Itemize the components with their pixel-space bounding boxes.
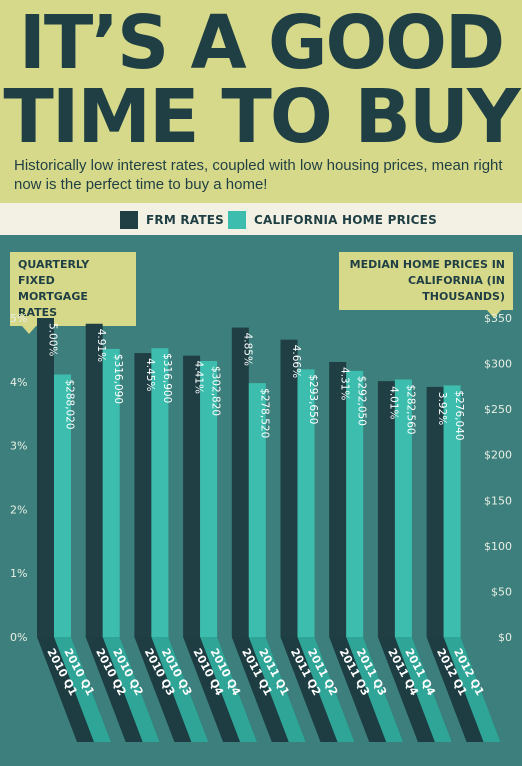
bar-prices xyxy=(151,348,169,637)
header-banner: IT’S A GOOD TIME TO BUY Historically low… xyxy=(0,0,522,203)
bar-label-frm: 3.92% xyxy=(436,392,448,425)
y2-tick-label: $150 xyxy=(484,494,512,507)
bar-label-frm: 4.41% xyxy=(193,361,205,394)
bar-extrusion-prices xyxy=(443,637,501,742)
y2-tick-label: $350 xyxy=(484,312,512,325)
bar-frm xyxy=(231,327,249,637)
bar-label-frm: 4.01% xyxy=(387,386,399,419)
bar-frm xyxy=(85,323,103,637)
bar-frm xyxy=(37,318,54,637)
bar-extrusion-prices xyxy=(102,637,160,742)
y-tick-label: 3% xyxy=(10,440,27,453)
bar-extrusion-prices xyxy=(248,637,306,742)
bar-prices xyxy=(443,385,461,637)
bar-extrusion-prices xyxy=(346,637,404,742)
page-subtitle: Historically low interest rates, coupled… xyxy=(14,157,503,193)
y-tick-label: 5% xyxy=(10,312,27,325)
bar-label-frm: 4.85% xyxy=(241,333,253,366)
legend-swatch-frm xyxy=(120,211,138,229)
bar-extrusion-prices xyxy=(54,637,111,742)
bar-label-prices: $282,560 xyxy=(404,384,416,434)
bar-label-frm: 4.91% xyxy=(95,329,107,362)
bar-extrusion-prices xyxy=(297,637,355,742)
y-tick-label: 4% xyxy=(10,376,27,389)
bar-frm xyxy=(329,362,347,637)
bar-label-prices: $276,040 xyxy=(453,390,465,440)
legend: FRM RATES CALIFORNIA HOME PRICES xyxy=(0,203,522,235)
y2-tick-label: $0 xyxy=(498,631,512,644)
bar-prices xyxy=(297,369,315,637)
bar-label-frm: 4.31% xyxy=(339,367,351,400)
bar-extrusion-prices xyxy=(394,637,452,742)
bar-label-prices: $316,900 xyxy=(161,353,173,403)
bar-prices xyxy=(200,361,218,637)
right-axis-callout: MEDIAN HOME PRICES IN CALIFORNIA (IN THO… xyxy=(339,252,513,318)
legend-item-frm: FRM RATES xyxy=(120,211,224,229)
bar-prices xyxy=(54,374,71,637)
legend-item-prices: CALIFORNIA HOME PRICES xyxy=(228,211,437,229)
y-tick-label: 1% xyxy=(10,567,27,580)
left-axis-callout: QUARTERLY FIXED MORTGAGE RATES xyxy=(10,252,136,334)
y2-tick-label: $50 xyxy=(491,585,512,598)
bar-label-prices: $278,520 xyxy=(258,388,270,438)
bar-extrusion-prices xyxy=(151,637,209,742)
bar-label-frm: 4.66% xyxy=(290,345,302,378)
legend-label-frm: FRM RATES xyxy=(146,213,224,227)
y-tick-label: 2% xyxy=(10,503,27,516)
bar-label-prices: $288,020 xyxy=(64,379,76,429)
y2-tick-label: $250 xyxy=(484,403,512,416)
bar-prices xyxy=(346,370,364,637)
y2-tick-label: $300 xyxy=(484,358,512,371)
page-title-line-1: IT’S A GOOD xyxy=(18,0,505,86)
bar-frm xyxy=(377,381,395,637)
bar-frm xyxy=(280,339,298,637)
legend-label-prices: CALIFORNIA HOME PRICES xyxy=(254,213,437,227)
bar-label-prices: $302,820 xyxy=(210,366,222,416)
legend-swatch-prices xyxy=(228,211,246,229)
bar-label-prices: $293,650 xyxy=(307,374,319,424)
bar-prices xyxy=(394,379,412,637)
bar-prices xyxy=(248,383,266,637)
y2-tick-label: $100 xyxy=(484,540,512,553)
bar-frm xyxy=(426,386,444,637)
bar-label-frm: 4.45% xyxy=(144,358,156,391)
bar-frm xyxy=(134,353,152,637)
bar-label-prices: $316,090 xyxy=(112,354,124,404)
bar-prices xyxy=(102,348,120,637)
y2-tick-label: $200 xyxy=(484,449,512,462)
bar-label-prices: $292,050 xyxy=(356,376,368,426)
bar-frm xyxy=(183,355,201,637)
y-tick-label: 0% xyxy=(10,631,27,644)
bar-label-frm: 5.00% xyxy=(47,323,59,356)
bar-extrusion-prices xyxy=(200,637,258,742)
page-title-line-2: TIME TO BUY xyxy=(3,74,520,160)
